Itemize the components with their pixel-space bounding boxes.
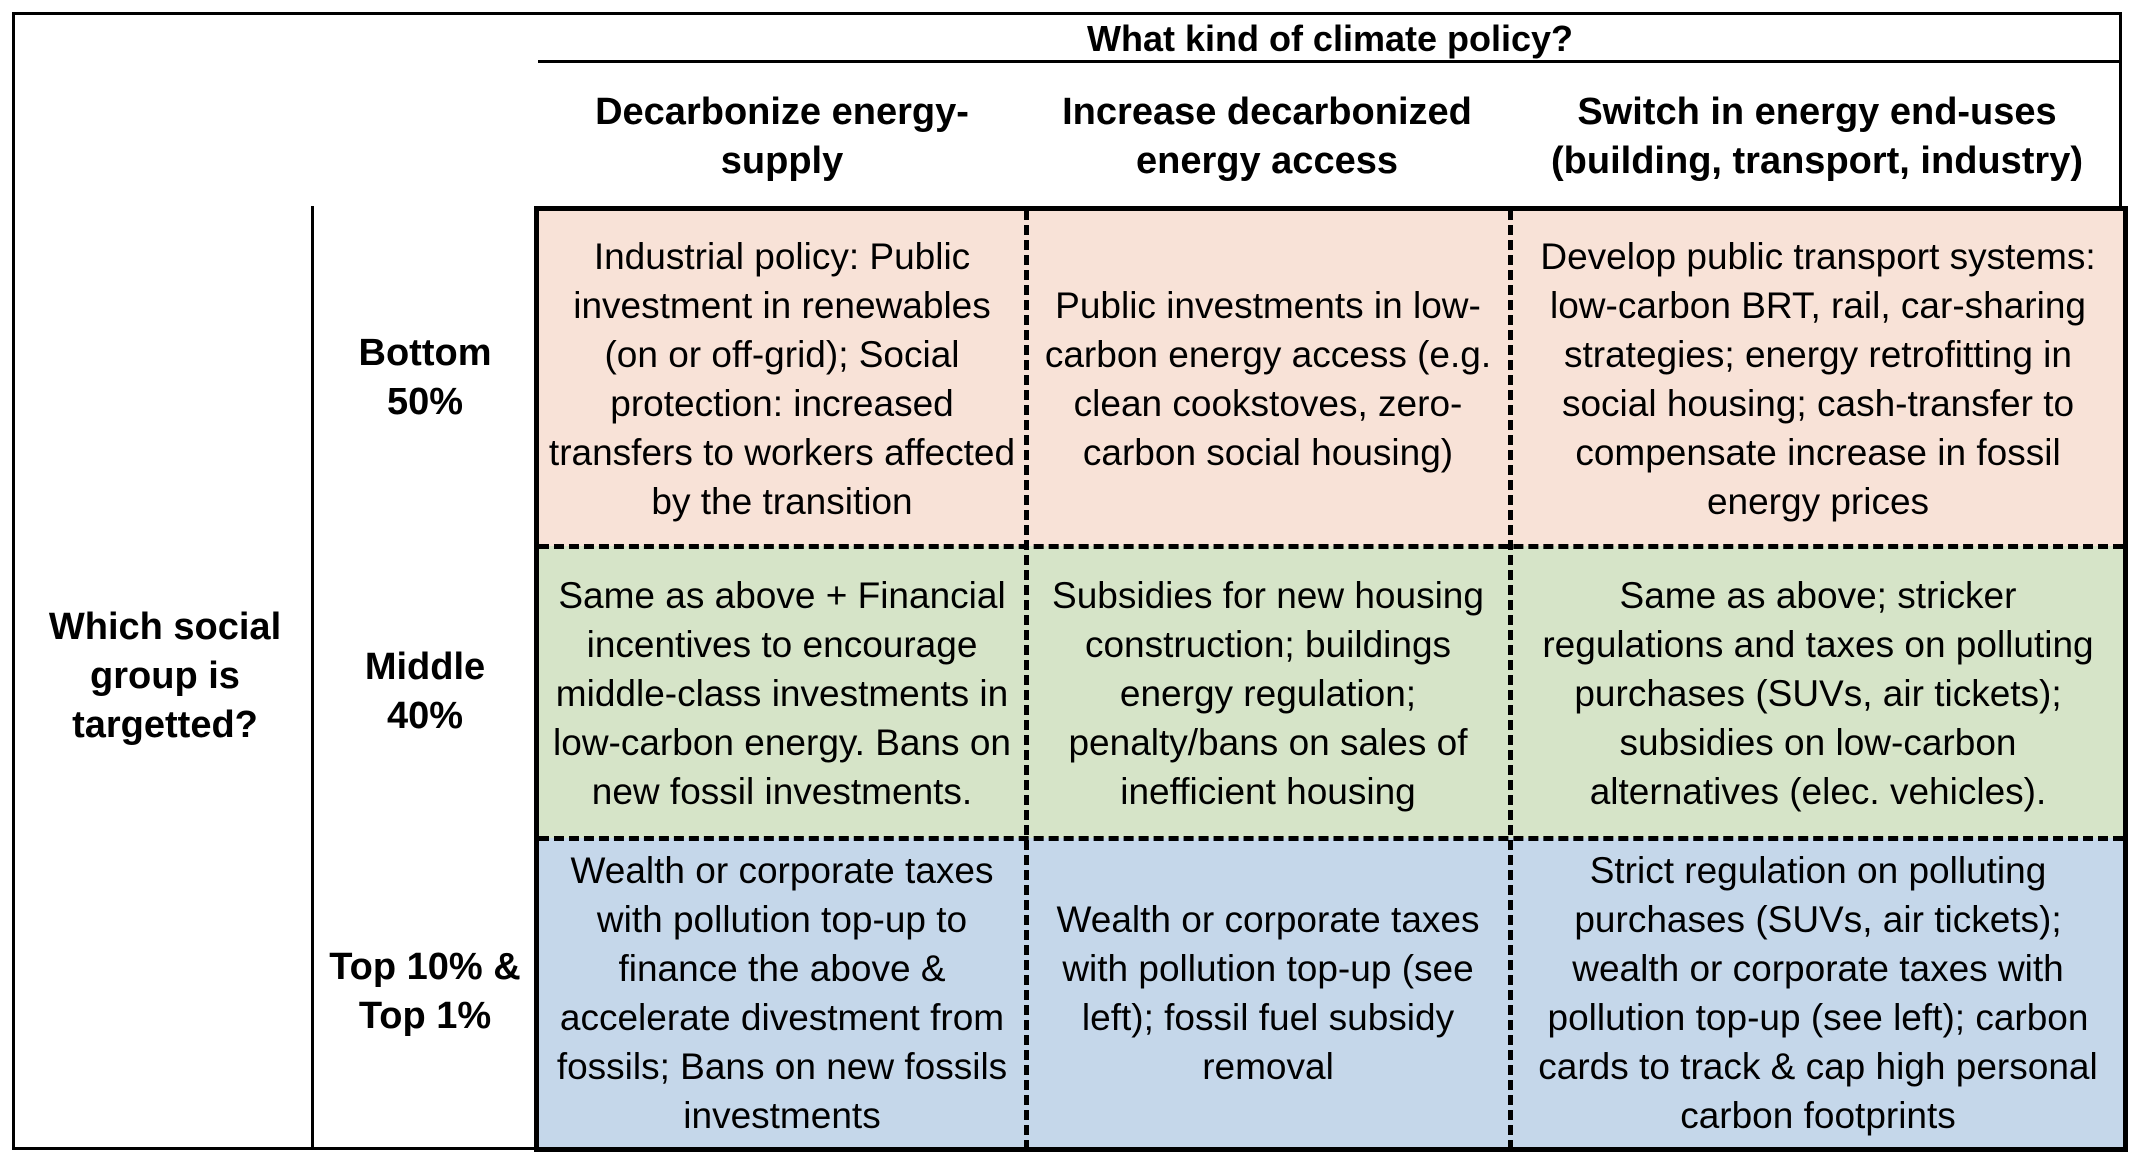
- column-header-decarbonized-access: Increase decarbonized energy access: [1062, 91, 1472, 182]
- row-background-top-10: [539, 838, 2123, 1147]
- cell-bottom50-access: Public investments in low-carbon energy …: [1044, 285, 1492, 473]
- column-divider-1: [1024, 210, 1029, 1150]
- cell-bottom50-supply: Industrial policy: Public investment in …: [548, 236, 1016, 522]
- cell-bottom50-end-uses: Develop public transport systems: low-ca…: [1540, 236, 2096, 522]
- cell-middle40-access: Subsidies for new housing construction; …: [1052, 574, 1484, 812]
- table-title: What kind of climate policy?: [1086, 18, 1574, 59]
- row-background-middle-40: [539, 546, 2123, 838]
- column-header-end-uses: Switch in energy end-uses (building, tra…: [1551, 91, 2083, 182]
- title-underline: [538, 60, 2122, 63]
- row-divider-1: [539, 544, 2123, 549]
- column-divider-2: [1508, 210, 1513, 1150]
- row-header-top-10: Top 10% & Top 1%: [329, 946, 521, 1037]
- cell-top10-end-uses: Strict regulation on polluting purchases…: [1538, 850, 2098, 1136]
- policy-grid-border: [534, 206, 2128, 1152]
- cell-top10-supply: Wealth or corporate taxes with pollution…: [556, 850, 1008, 1136]
- cell-middle40-supply: Same as above + Financial incentives to …: [553, 574, 1011, 812]
- cell-top10-access: Wealth or corporate taxes with pollution…: [1056, 899, 1480, 1087]
- column-header-decarbonize-supply: Decarbonize energy-supply: [595, 91, 969, 182]
- row-divider-2: [539, 836, 2123, 841]
- row-group-question: Which social group is targetted?: [48, 605, 282, 746]
- row-background-bottom-50: [539, 211, 2123, 546]
- question-divider: [311, 206, 314, 1150]
- row-header-middle-40: Middle 40%: [364, 646, 486, 737]
- row-header-bottom-50: Bottom 50%: [358, 332, 492, 423]
- cell-middle40-end-uses: Same as above; stricker regulations and …: [1542, 574, 2094, 812]
